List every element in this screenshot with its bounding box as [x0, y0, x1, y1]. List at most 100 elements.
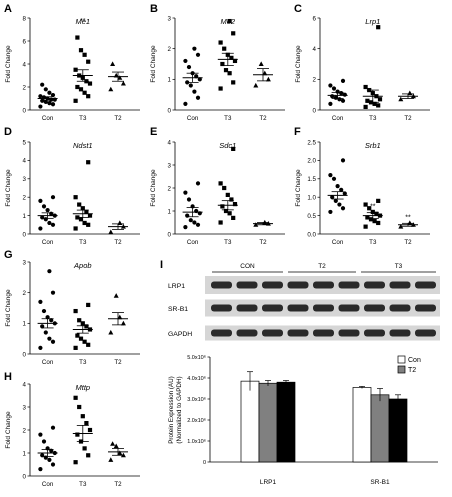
data-point-square — [367, 206, 372, 211]
y-tick-label: 0 — [168, 231, 172, 238]
panel-c: C Lrp1 0 2 4 6 Fold Change Con T3 T2 — [294, 3, 430, 122]
data-point-square — [77, 404, 82, 410]
panel-f: F Srb1 0.0 0.5 1.0 1.5 2.0 2.5 Fold Change Con T3 T… — [294, 126, 430, 246]
blot-band — [313, 304, 334, 312]
data-point-square — [86, 342, 91, 347]
data-point-circle — [183, 58, 188, 64]
data-point-circle — [195, 52, 201, 57]
data-point-square — [73, 460, 78, 465]
blot-row-label: GAPDH — [168, 331, 192, 338]
blot-band — [313, 329, 334, 337]
data-point-circle — [38, 432, 43, 437]
data-point-triangle — [258, 61, 264, 66]
data-point-square — [372, 101, 377, 106]
y-tick-label: 0 — [23, 107, 27, 114]
data-point-square — [222, 185, 227, 191]
data-point-circle — [47, 457, 52, 462]
data-point-square — [223, 68, 229, 73]
data-point-square — [232, 202, 238, 207]
data-point-circle — [192, 46, 197, 51]
y-tick-label: 0.0 — [307, 231, 316, 238]
blot-band — [364, 281, 385, 289]
data-point-square — [86, 59, 91, 64]
data-point-triangle — [120, 80, 126, 86]
data-point-circle — [47, 90, 52, 95]
data-point-square — [377, 97, 383, 102]
data-point-square — [222, 46, 227, 51]
blot-band — [313, 281, 334, 289]
data-point-circle — [47, 269, 52, 274]
data-point-square — [218, 220, 223, 225]
data-point-square — [82, 220, 87, 226]
legend-swatch — [397, 365, 406, 374]
blot-band — [338, 281, 360, 289]
data-point-circle — [38, 198, 43, 203]
data-point-circle — [50, 290, 56, 295]
bar-t2 — [258, 382, 278, 463]
data-point-circle — [192, 220, 197, 225]
data-point-circle — [331, 86, 337, 91]
data-point-square — [73, 395, 78, 400]
data-point-circle — [45, 315, 50, 320]
bar-con — [240, 380, 260, 463]
y-axis-label: Protein Expression (AU) — [168, 376, 175, 444]
x-tick-label: T3 — [224, 239, 232, 246]
data-point-circle — [188, 83, 193, 88]
panel-letter: F — [294, 126, 301, 138]
blot-group-label: CON — [240, 263, 255, 270]
y-tick-label: 1.0x10⁶ — [187, 438, 206, 445]
data-point-square — [218, 40, 223, 45]
x-tick-label: T3 — [79, 359, 87, 366]
x-tick-label: Con — [42, 481, 54, 488]
y-tick-label: 2 — [23, 427, 27, 434]
data-point-triangle — [117, 314, 123, 320]
data-point-square — [363, 104, 368, 110]
data-point-square — [73, 308, 78, 314]
x-tick-label: T2 — [404, 239, 412, 246]
data-point-circle — [330, 195, 335, 200]
x-tick-label: T3 — [79, 239, 87, 246]
western-blot: CON T2 T3 LRP1 SR-B1 GAPDH — [168, 263, 440, 341]
y-axis-label: Fold Change — [150, 169, 157, 207]
data-point-square — [78, 48, 84, 53]
x-tick-label: Con — [42, 239, 54, 246]
x-tick-label: SR-B1 — [370, 479, 390, 486]
y-tick-label: 1 — [168, 208, 172, 215]
data-point-circle — [43, 330, 48, 335]
y-tick-label: 2 — [313, 77, 317, 84]
data-point-square — [82, 339, 87, 344]
data-point-circle — [331, 176, 337, 181]
y-axis-label-sub: (Normalized to GAPDH) — [176, 376, 183, 443]
data-point-circle — [38, 94, 43, 99]
data-point-circle — [337, 202, 342, 207]
blot-band — [287, 281, 309, 289]
data-point-circle — [47, 220, 52, 226]
blot-band — [389, 304, 411, 312]
data-point-circle — [38, 345, 43, 350]
data-point-triangle — [407, 220, 413, 225]
y-tick-label: 2.0x10⁶ — [187, 417, 206, 424]
data-point-circle — [186, 197, 192, 202]
data-point-circle — [183, 101, 188, 106]
y-tick-label: 4 — [23, 158, 27, 165]
data-point-circle — [50, 92, 56, 98]
blot-band — [236, 304, 258, 312]
panel-letter: C — [294, 3, 302, 15]
data-point-square — [87, 81, 93, 86]
data-point-square — [80, 206, 85, 211]
y-axis-label: Fold Change — [5, 411, 12, 449]
data-point-square — [220, 204, 225, 209]
panel-letter: G — [4, 249, 13, 261]
legend-label: Con — [408, 357, 421, 364]
data-point-square — [229, 55, 234, 60]
panel-title: Sdc1 — [219, 141, 236, 150]
x-tick-label: T2 — [259, 115, 267, 122]
panel-e: E Sdc1 0 1 2 3 4 Fold Change Con T3 T2 — [150, 126, 285, 246]
data-point-triangle — [398, 96, 404, 102]
data-point-square — [376, 25, 381, 30]
data-point-circle — [43, 87, 48, 92]
legend-swatch — [397, 355, 406, 364]
data-point-circle — [342, 92, 347, 97]
data-point-circle — [40, 324, 45, 329]
y-axis-label: Fold Change — [5, 169, 12, 207]
